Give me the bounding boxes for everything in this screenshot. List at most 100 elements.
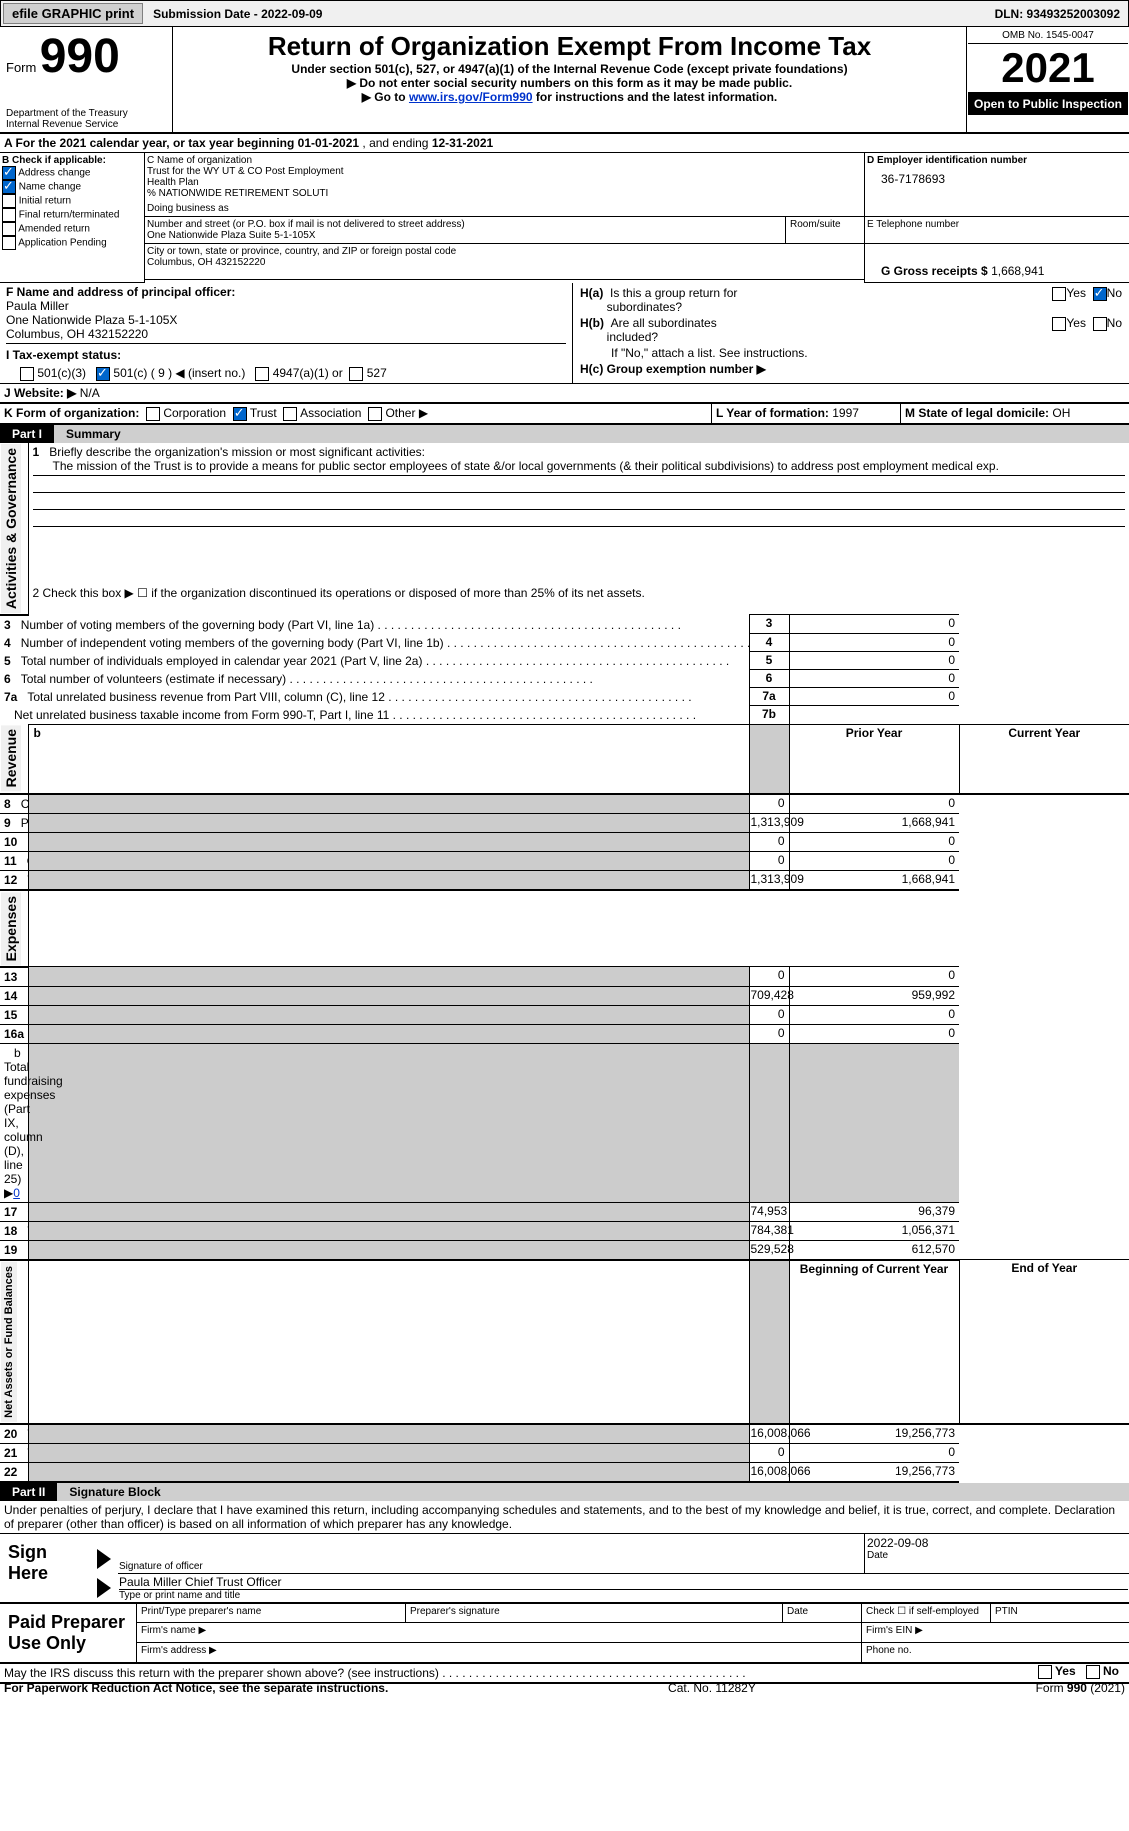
prior-value: 1,313,909 [749, 870, 789, 890]
line-value: 0 [789, 652, 959, 670]
firm-ein-label: Firm's EIN ▶ [862, 1623, 1129, 1643]
officer-name: Paula Miller [6, 299, 566, 313]
current-value: 0 [789, 1005, 959, 1024]
pra-notice: For Paperwork Reduction Act Notice, see … [4, 1681, 388, 1695]
current-value: 612,570 [789, 1240, 959, 1260]
summary-line: 4 Number of independent voting members o… [0, 634, 749, 652]
discuss-no-check[interactable] [1086, 1665, 1100, 1679]
ha-yes: Yes [1066, 286, 1086, 300]
box-b-check[interactable] [2, 208, 16, 222]
ha-yes-check[interactable] [1052, 287, 1066, 301]
current-value: 0 [789, 1443, 959, 1462]
prep-name-label: Print/Type preparer's name [137, 1604, 406, 1623]
line-value: 0 [789, 615, 959, 634]
summary-line: 22 Net assets or fund balances. Subtract… [0, 1462, 28, 1481]
org-info-block: B Check if applicable: Address change Na… [0, 153, 1129, 283]
irs-label: Internal Revenue Service [6, 119, 166, 130]
box-d-label: D Employer identification number [867, 155, 1127, 166]
summary-line: 6 Total number of volunteers (estimate i… [0, 670, 749, 688]
line16b: b Total fundraising expenses (Part IX, c… [0, 1043, 28, 1202]
check-trust[interactable] [233, 407, 247, 421]
summary-line: 18 Total expenses. Add lines 13–17 (must… [0, 1221, 28, 1240]
omb-number: OMB No. 1545-0047 [968, 28, 1128, 44]
form-number: 990 [40, 30, 120, 83]
box-b-item: Application Pending [2, 236, 142, 250]
box-k: K Form of organization: Corporation Trus… [0, 404, 712, 424]
box-b-item: Amended return [2, 222, 142, 236]
prior-value: 1,313,909 [749, 813, 789, 832]
sig-arrow-icon-2 [97, 1578, 111, 1598]
discuss-yes-check[interactable] [1038, 1665, 1052, 1679]
efile-print-button[interactable]: efile GRAPHIC print [3, 3, 143, 24]
officer-addr1: One Nationwide Plaza 5-1-105X [6, 313, 566, 327]
prior-value: 784,381 [749, 1221, 789, 1240]
form-header: Form 990 Department of the Treasury Inte… [0, 27, 1129, 134]
prior-value: 709,428 [749, 986, 789, 1005]
col-current: Current Year [1008, 726, 1080, 740]
summary-line: Net unrelated business taxable income fr… [0, 706, 749, 725]
current-value: 19,256,773 [789, 1462, 959, 1481]
box-b-check[interactable] [2, 236, 16, 250]
hb-no: No [1107, 316, 1122, 330]
line-box: 6 [749, 670, 789, 688]
summary-line: 8 Contributions and grants (Part VIII, l… [0, 794, 28, 814]
top-bar: efile GRAPHIC print Submission Date - 20… [0, 0, 1129, 27]
type-name-label: Type or print name and title [119, 1590, 1128, 1601]
printed-name: Paula Miller Chief Trust Officer [119, 1575, 1128, 1590]
ha-label: H(a) Is this a group return for subordin… [579, 285, 954, 315]
box-b-item: Final return/terminated [2, 208, 142, 222]
website-row: J Website: ▶ N/A [0, 384, 1129, 404]
sidebar-revenue: Revenue [1, 725, 21, 791]
discuss-no: No [1103, 1664, 1119, 1678]
check-other[interactable] [368, 407, 382, 421]
summary-line: 7a Total unrelated business revenue from… [0, 688, 749, 706]
hb-no-check[interactable] [1093, 317, 1107, 331]
box-b-check[interactable] [2, 180, 16, 194]
irs-link[interactable]: www.irs.gov/Form990 [409, 90, 533, 104]
sidebar-net-assets: Net Assets or Fund Balances [1, 1262, 17, 1422]
current-value: 1,056,371 [789, 1221, 959, 1240]
org-care-of: % NATIONWIDE RETIREMENT SOLUTI [147, 188, 862, 199]
hb-note: If "No," attach a list. See instructions… [579, 345, 1123, 361]
current-value: 0 [789, 967, 959, 987]
check-4947[interactable] [255, 367, 269, 381]
treasury-dept: Department of the Treasury [6, 108, 166, 119]
ha-no-check[interactable] [1093, 287, 1107, 301]
summary-line: 12 Total revenue—add lines 8 through 11 … [0, 870, 28, 890]
submission-date: Submission Date - 2022-09-09 [145, 7, 330, 21]
sidebar-activities: Activities & Governance [1, 444, 21, 613]
current-value: 19,256,773 [789, 1424, 959, 1444]
check-assoc[interactable] [283, 407, 297, 421]
prior-value: 0 [749, 1443, 789, 1462]
col-end: End of Year [1011, 1261, 1077, 1275]
summary-line: 17 Other expenses (Part IX, column (A), … [0, 1202, 28, 1221]
paid-preparer-label: Paid Preparer Use Only [0, 1604, 137, 1663]
check-501c[interactable] [96, 367, 110, 381]
line-box: 7a [749, 688, 789, 706]
box-b-check[interactable] [2, 194, 16, 208]
summary-line: 19 Revenue less expenses. Subtract line … [0, 1240, 28, 1260]
street-label: Number and street (or P.O. box if mail i… [147, 219, 783, 230]
prep-sig-label: Preparer's signature [406, 1604, 783, 1623]
check-527[interactable] [349, 367, 363, 381]
check-corp[interactable] [146, 407, 160, 421]
form-label: Form [6, 60, 36, 75]
current-value: 0 [789, 794, 959, 814]
sig-arrow-icon [97, 1549, 111, 1569]
line-box: 4 [749, 634, 789, 652]
box-b-check[interactable] [2, 222, 16, 236]
box-l: L Year of formation: 1997 [712, 404, 901, 424]
form-subtitle: Under section 501(c), 527, or 4947(a)(1)… [177, 62, 962, 76]
sidebar-expenses: Expenses [1, 892, 21, 965]
prior-value: 529,528 [749, 1240, 789, 1260]
dba-label: Doing business as [147, 203, 862, 214]
hb-yes-check[interactable] [1052, 317, 1066, 331]
prior-value: 0 [749, 794, 789, 814]
line-value: 0 [789, 688, 959, 706]
goto-suffix: for instructions and the latest informat… [536, 90, 777, 104]
check-501c3[interactable] [20, 367, 34, 381]
org-name-2: Health Plan [147, 177, 862, 188]
city-value: Columbus, OH 432152220 [147, 257, 862, 268]
label-527: 527 [367, 366, 387, 380]
line-value [789, 706, 959, 725]
